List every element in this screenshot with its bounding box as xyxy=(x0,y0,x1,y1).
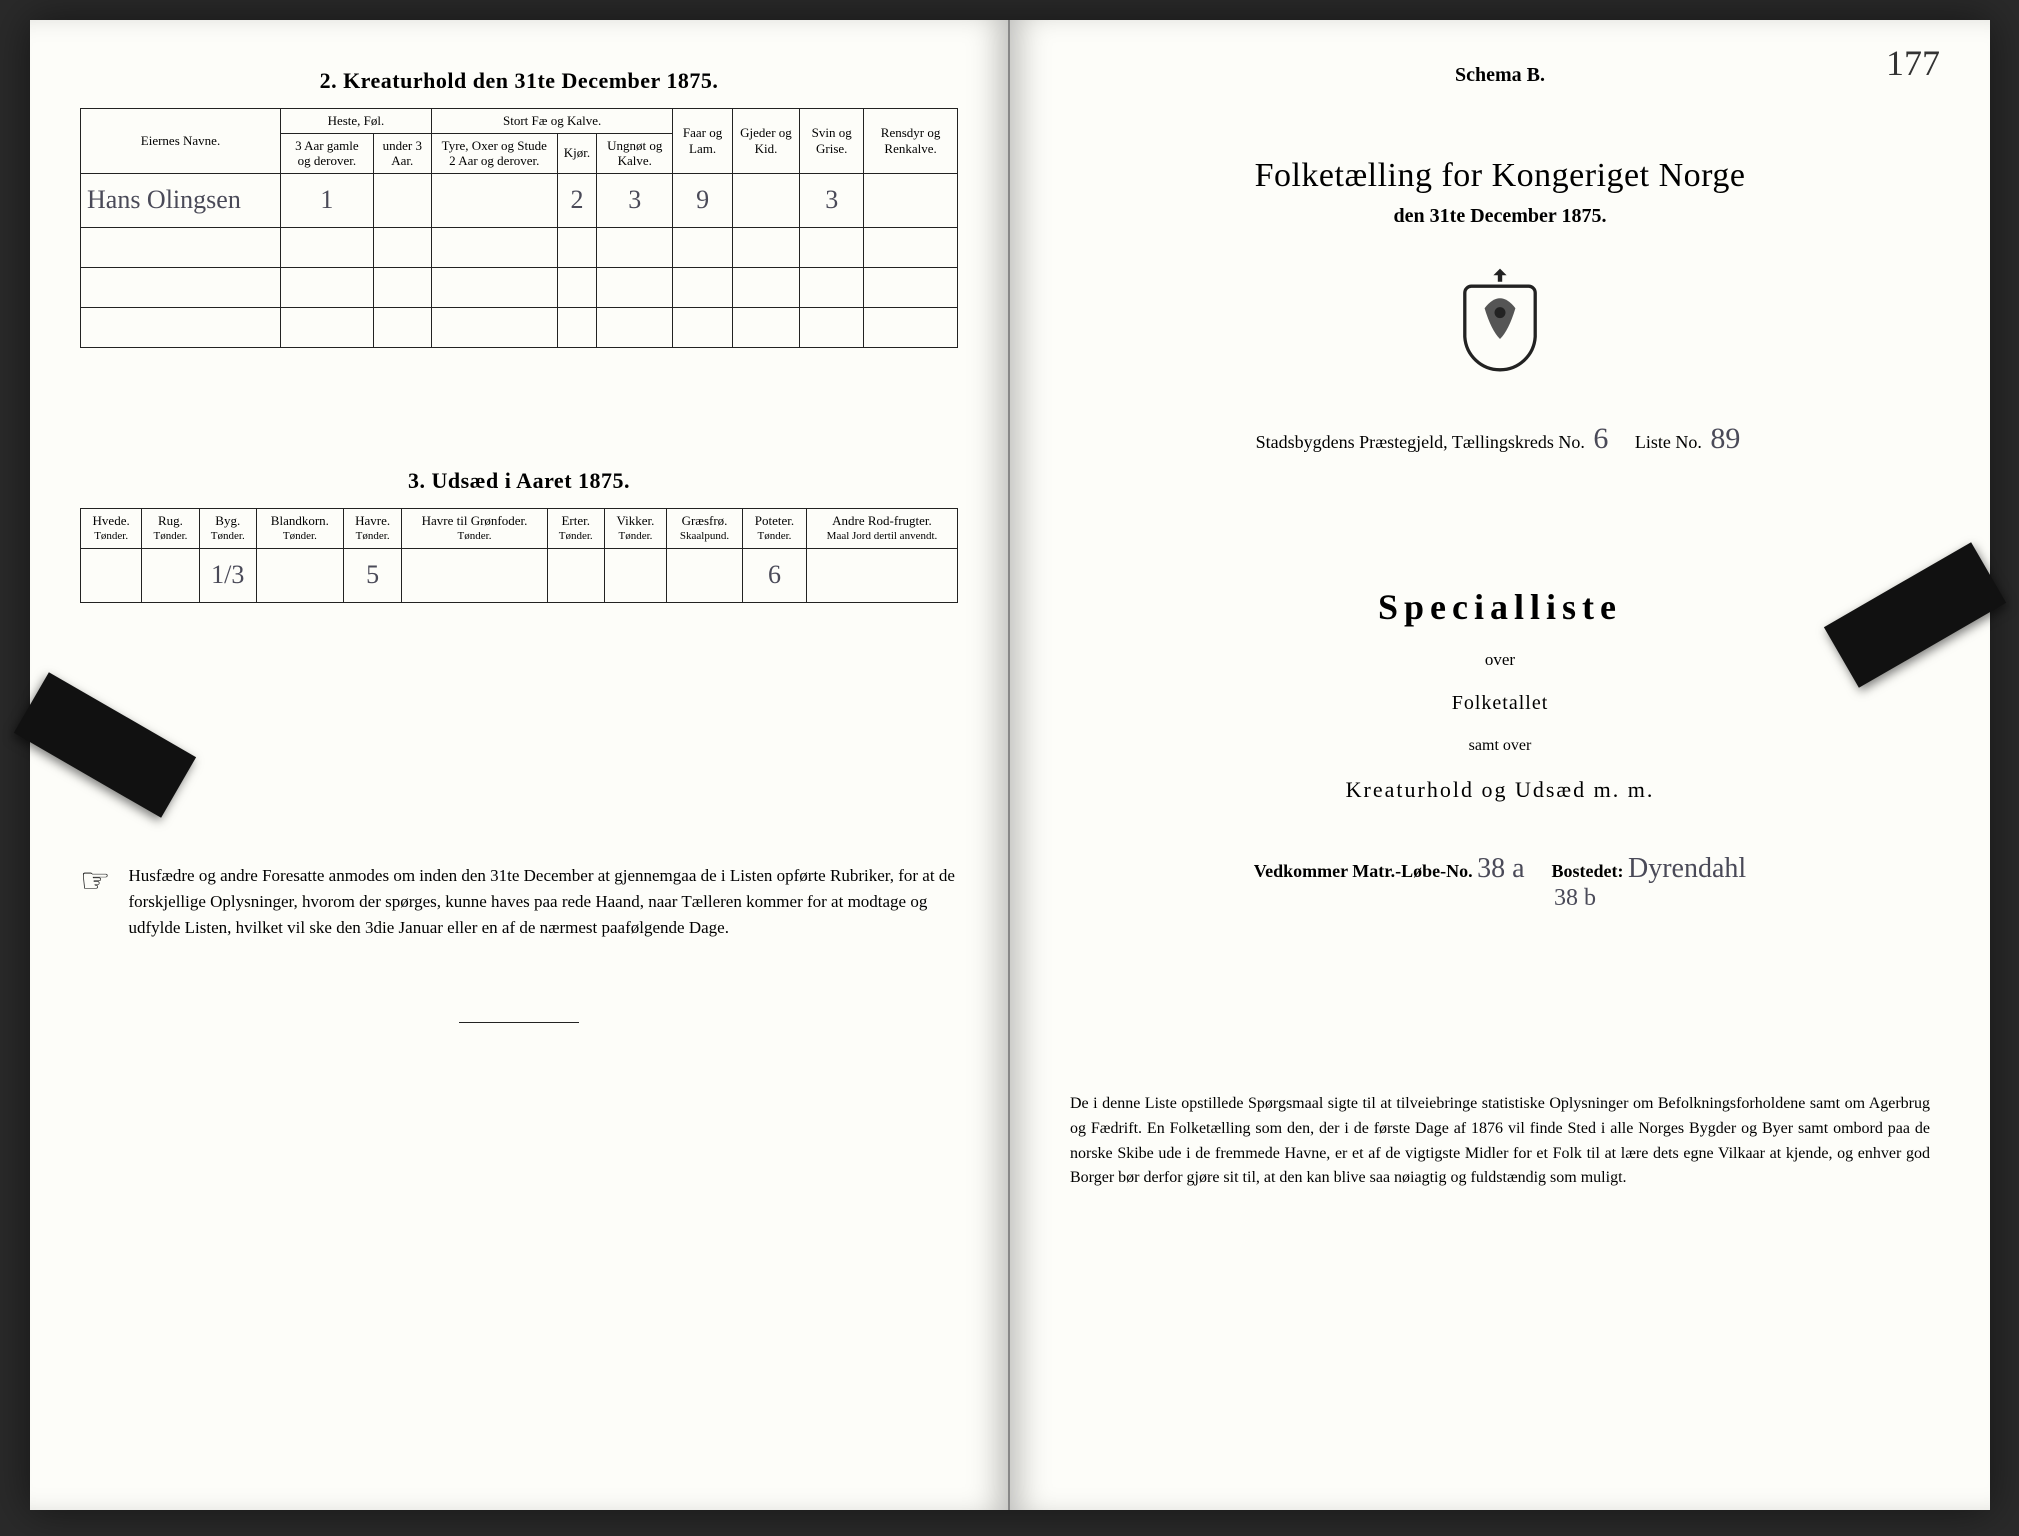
cell: 1/3 xyxy=(199,548,256,602)
bosted-label: Bostedet: xyxy=(1552,861,1624,881)
district-prefix: Stadsbygdens Præstegjeld, Tællingskreds … xyxy=(1256,432,1585,452)
table-row: 1/3 5 6 xyxy=(81,548,958,602)
col-bland: Blandkorn.Tønder. xyxy=(256,508,343,548)
vedk-label: Vedkommer Matr.-Løbe-No. xyxy=(1254,861,1473,881)
col-rug: Rug.Tønder. xyxy=(142,508,199,548)
vedk-no: 38 a xyxy=(1477,853,1524,884)
col-stort: Stort Fæ og Kalve. xyxy=(431,109,673,134)
livestock-table: Eiernes Navne. Heste, Føl. Stort Fæ og K… xyxy=(80,108,958,348)
book-spread: 2. Kreaturhold den 31te December 1875. E… xyxy=(30,20,1990,1510)
specialliste-title: Specialliste xyxy=(1060,586,1940,628)
section2-title: 2. Kreaturhold den 31te December 1875. xyxy=(80,68,958,94)
book-clip xyxy=(14,672,196,818)
samt-label: samt over xyxy=(1060,737,1940,755)
over-label: over xyxy=(1060,650,1940,670)
main-title: Folketælling for Kongeriget Norge xyxy=(1060,157,1940,195)
vedk-no2: 38 b xyxy=(1210,885,1940,912)
col-heste-b: under 3 Aar. xyxy=(373,133,431,173)
col-byg: Byg.Tønder. xyxy=(199,508,256,548)
cell xyxy=(431,173,557,227)
section3-title: 3. Udsæd i Aaret 1875. xyxy=(80,468,958,494)
col-stort-a: Tyre, Oxer og Stude 2 Aar og derover. xyxy=(431,133,557,173)
bosted-value: Dyrendahl xyxy=(1628,853,1746,884)
cell: 6 xyxy=(742,548,806,602)
cell: 2 xyxy=(557,173,596,227)
col-havre: Havre.Tønder. xyxy=(343,508,402,548)
cell xyxy=(732,173,799,227)
kreaturhold-label: Kreaturhold og Udsæd m. m. xyxy=(1060,777,1940,803)
table-row xyxy=(81,227,958,267)
table-row xyxy=(81,307,958,347)
col-heste: Heste, Føl. xyxy=(281,109,432,134)
schema-label: Schema B. xyxy=(1060,64,1940,87)
date-line: den 31te December 1875. xyxy=(1060,205,1940,228)
coat-of-arms-icon xyxy=(1455,262,1545,372)
pointing-hand-icon: ☞ xyxy=(80,865,110,942)
folketallet-label: Folketallet xyxy=(1060,692,1940,715)
note-text: Husfædre og andre Foresatte anmodes om i… xyxy=(128,863,958,942)
col-stort-b: Kjør. xyxy=(557,133,596,173)
cell: 3 xyxy=(800,173,864,227)
col-svin: Svin og Grise. xyxy=(800,109,864,174)
col-gjed: Gjeder og Kid. xyxy=(732,109,799,174)
liste-label: Liste No. xyxy=(1635,432,1702,452)
district-no: 6 xyxy=(1589,422,1612,455)
col-stort-c: Ungnøt og Kalve. xyxy=(597,133,673,173)
cell xyxy=(373,173,431,227)
cell: 5 xyxy=(343,548,402,602)
cell: 3 xyxy=(597,173,673,227)
cell: 1 xyxy=(281,173,374,227)
owner-name: Hans Olingsen xyxy=(81,173,281,227)
table-row: Hans Olingsen 1 2 3 9 3 xyxy=(81,173,958,227)
col-owner: Eiernes Navne. xyxy=(81,109,281,174)
col-andre: Andre Rod-frugter.Maal Jord dertil anven… xyxy=(806,508,957,548)
footer-note-left: ☞ Husfædre og andre Foresatte anmodes om… xyxy=(80,863,958,942)
col-heste-a: 3 Aar gamle og derover. xyxy=(281,133,374,173)
liste-no: 89 xyxy=(1706,422,1744,455)
page-number: 177 xyxy=(1886,42,1940,84)
col-havre-gron: Havre til Grønfoder.Tønder. xyxy=(402,508,547,548)
col-erter: Erter.Tønder. xyxy=(547,508,604,548)
table-row xyxy=(81,267,958,307)
divider xyxy=(459,1022,579,1023)
col-faar: Faar og Lam. xyxy=(673,109,732,174)
vedkommer-line: Vedkommer Matr.-Løbe-No. 38 a Bostedet: … xyxy=(1060,853,1940,912)
col-poteter: Poteter.Tønder. xyxy=(742,508,806,548)
footer-note-right: De i denne Liste opstillede Spørgsmaal s… xyxy=(1060,1092,1940,1191)
col-vikker: Vikker.Tønder. xyxy=(604,508,666,548)
district-line: Stadsbygdens Præstegjeld, Tællingskreds … xyxy=(1060,422,1940,456)
left-page: 2. Kreaturhold den 31te December 1875. E… xyxy=(30,20,1010,1510)
col-rens: Rensdyr og Renkalve. xyxy=(864,109,958,174)
col-hvede: Hvede.Tønder. xyxy=(81,508,142,548)
right-page: 177 Schema B. Folketælling for Kongerige… xyxy=(1010,20,1990,1510)
sowing-table: Hvede.Tønder. Rug.Tønder. Byg.Tønder. Bl… xyxy=(80,508,958,603)
cell: 9 xyxy=(673,173,732,227)
cell xyxy=(864,173,958,227)
col-graes: Græsfrø.Skaalpund. xyxy=(667,508,743,548)
